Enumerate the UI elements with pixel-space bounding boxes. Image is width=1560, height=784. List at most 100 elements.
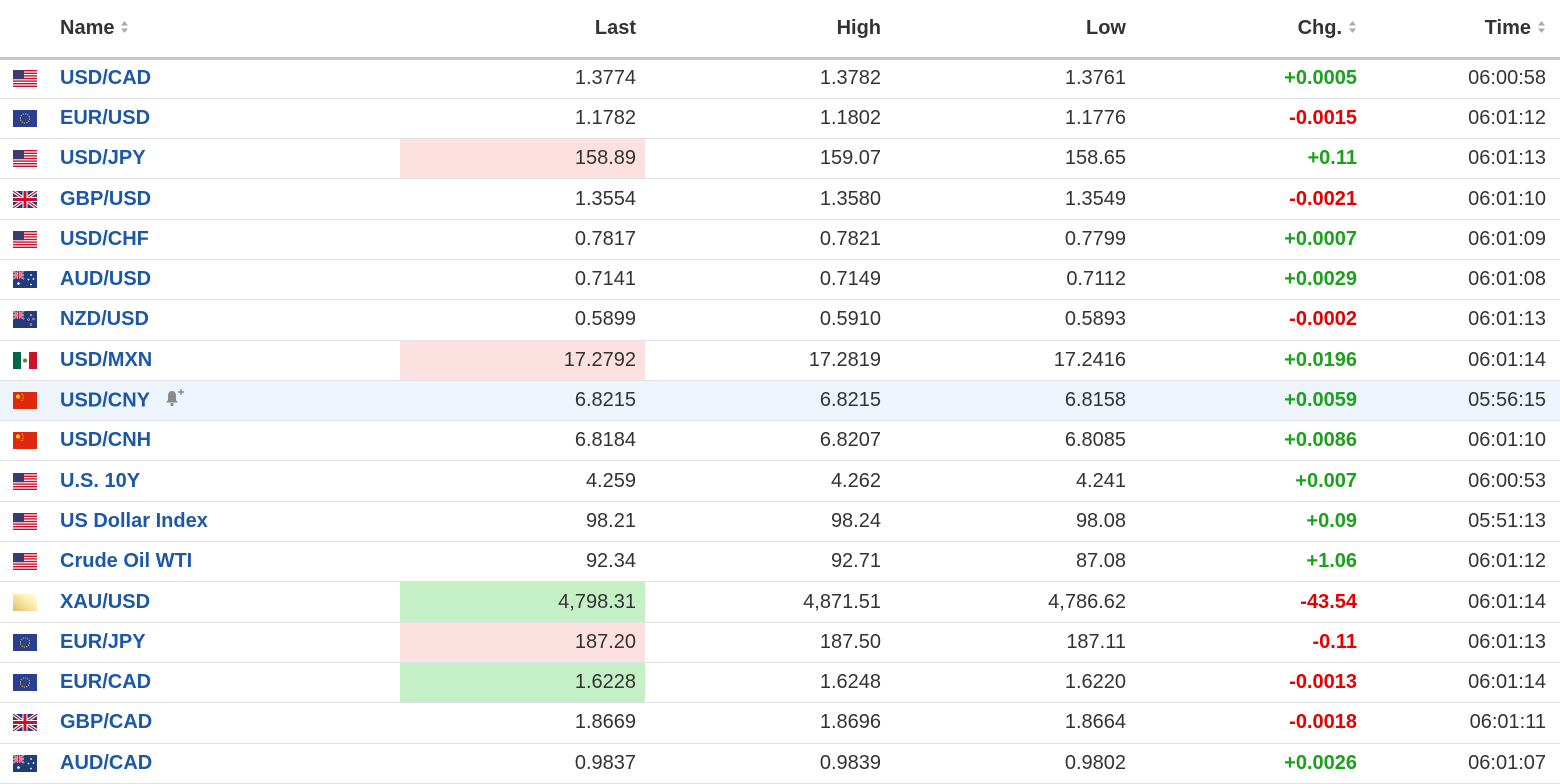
name-column-header[interactable]: Name	[50, 0, 400, 58]
name-cell: EUR/CAD	[50, 662, 400, 702]
instrument-link[interactable]: USD/MXN	[60, 348, 153, 371]
last-cell: 1.3774	[574, 67, 636, 90]
table-row[interactable]: AUD/USD 0.7141 0.7149 0.7112 +0.0029 06:01:08	[0, 259, 1560, 300]
table-row[interactable]: USD/MXN 17.2792 17.2819 17.2416 +0.0196 06:01…	[0, 340, 1560, 381]
chg-cell: +0.09	[1306, 509, 1357, 532]
instrument-link[interactable]: USD/CAD	[60, 67, 152, 90]
table-row[interactable]: USD/JPY 158.89 159.07 158.65 +0.11 06:01:13	[0, 138, 1560, 179]
us-flag-icon	[13, 472, 37, 490]
last-cell: 6.8215	[574, 389, 636, 412]
table-row[interactable]: US Dollar Index 98.21 98.24 98.08 +0.09 05:51…	[0, 501, 1560, 542]
high-cell: 98.24	[830, 509, 881, 532]
table-row[interactable]: AUD/CAD 0.9837 0.9839 0.9802 +0.0026 06:01:07	[0, 743, 1560, 784]
time-cell: 06:01:08	[1468, 268, 1546, 291]
flag-cell	[0, 179, 50, 219]
flag-cell	[0, 461, 50, 501]
instrument-link[interactable]: NZD/USD	[60, 308, 149, 331]
instrument-link[interactable]: USD/CHF	[60, 227, 149, 250]
instrument-link[interactable]: XAU/USD	[60, 590, 151, 613]
high-cell: 4.262	[830, 469, 881, 492]
table-row[interactable]: USD/CHF 0.7817 0.7821 0.7799 +0.0007 06:01:09	[0, 219, 1560, 260]
sort-icon[interactable]	[1537, 17, 1546, 40]
low-cell: 1.8664	[1064, 711, 1126, 734]
last-cell: 98.21	[585, 509, 636, 532]
last-cell: 1.1782	[574, 106, 636, 129]
au-flag-icon	[12, 270, 37, 289]
high-cell: 6.8215	[819, 389, 881, 412]
time-cell: 06:01:10	[1468, 429, 1546, 452]
name-cell: USD/CNY	[50, 380, 400, 420]
table-row[interactable]: EUR/USD 1.1782 1.1802 1.1776 -0.0015 06:01:12	[0, 98, 1560, 139]
last-cell: 187.20	[400, 622, 645, 663]
instrument-link[interactable]: EUR/CAD	[60, 671, 152, 694]
flag-cell	[0, 259, 50, 299]
sort-icon[interactable]	[1348, 17, 1357, 40]
instrument-link[interactable]: U.S. 10Y	[60, 469, 141, 492]
high-cell: 0.7821	[819, 227, 881, 250]
table-row[interactable]: USD/CNH 6.8184 6.8207 6.8085 +0.0086 06:01:10	[0, 421, 1560, 461]
table-row[interactable]: GBP/CAD 1.8669 1.8696 1.8664 -0.0018 06:01:11	[0, 703, 1560, 744]
table-row[interactable]: NZD/USD 0.5899 0.5910 0.5893 -0.0002 06:01:13	[0, 300, 1560, 341]
flag-cell	[0, 622, 50, 662]
flag-cell	[0, 98, 50, 138]
name-cell: US Dollar Index	[50, 501, 400, 541]
high-cell: 1.6248	[819, 671, 881, 694]
instrument-link[interactable]: AUD/USD	[60, 268, 152, 291]
instrument-link[interactable]: USD/CNY	[60, 388, 151, 411]
high-column-header: High	[836, 16, 881, 39]
flag-cell	[0, 501, 50, 541]
high-cell: 0.7149	[819, 268, 881, 291]
eu-flag-icon	[13, 109, 37, 127]
table-row[interactable]: USD/CAD 1.3774 1.3782 1.3761 +0.0005 06:00:58	[0, 58, 1560, 99]
chg-cell: +0.0086	[1284, 429, 1357, 452]
add-alert-bell-icon[interactable]	[164, 388, 186, 414]
instrument-link[interactable]: EUR/USD	[60, 106, 151, 129]
name-cell: Crude Oil WTI	[50, 542, 400, 582]
sort-icon[interactable]	[120, 17, 129, 40]
instrument-link[interactable]: US Dollar Index	[60, 509, 208, 532]
instrument-link[interactable]: EUR/JPY	[60, 630, 146, 653]
last-cell: 4.259	[585, 469, 636, 492]
name-cell: U.S. 10Y	[50, 461, 400, 501]
us-flag-icon	[13, 553, 37, 571]
low-cell: 1.6220	[1064, 671, 1126, 694]
chg-cell: +0.0059	[1284, 389, 1357, 412]
table-row[interactable]: EUR/JPY 187.20 187.50 187.11 -0.11 06:01:13	[0, 622, 1560, 663]
high-cell: 1.8696	[819, 711, 881, 734]
flag-cell	[0, 300, 50, 340]
flag-cell	[0, 219, 50, 259]
time-cell: 05:56:15	[1468, 389, 1546, 412]
nz-flag-icon	[12, 310, 37, 329]
instrument-link[interactable]: USD/JPY	[60, 147, 146, 170]
time-column-header[interactable]: Time	[1366, 0, 1560, 58]
instrument-link[interactable]: Crude Oil WTI	[60, 550, 193, 573]
low-cell: 0.5893	[1064, 308, 1126, 331]
flag-cell	[0, 380, 50, 420]
name-cell: USD/JPY	[50, 139, 400, 179]
high-cell: 159.07	[819, 147, 881, 170]
instrument-link[interactable]: GBP/USD	[60, 187, 152, 210]
table-row[interactable]: U.S. 10Y 4.259 4.262 4.241 +0.007 06:00:53	[0, 461, 1560, 502]
time-cell: 06:01:09	[1468, 227, 1546, 250]
name-cell: USD/CHF	[50, 219, 400, 259]
low-cell: 0.9802	[1064, 751, 1126, 774]
table-row[interactable]: GBP/USD 1.3554 1.3580 1.3549 -0.0021 06:01:10	[0, 179, 1560, 220]
chg-cell: +0.0196	[1284, 348, 1357, 371]
au-flag-icon	[12, 754, 37, 772]
chg-column-header[interactable]: Chg.	[1135, 0, 1366, 58]
instrument-link[interactable]: AUD/CAD	[60, 751, 153, 774]
instrument-link[interactable]: USD/CNH	[60, 429, 152, 452]
flag-cell	[0, 340, 50, 380]
time-cell: 06:01:12	[1468, 106, 1546, 129]
flag-cell	[0, 662, 50, 702]
table-row[interactable]: Crude Oil WTI 92.34 92.71 87.08 +1.06 06:01:1…	[0, 542, 1560, 582]
eu-flag-icon	[13, 674, 37, 692]
high-cell: 0.5910	[819, 308, 881, 331]
table-row[interactable]: USD/CNY 6.8215 6.8215 6.8158 +0.0059 05:56:15	[0, 380, 1560, 421]
table-row[interactable]: XAU/USD 4,798.31 4,871.51 4,786.62 -43.54 06:…	[0, 581, 1560, 623]
time-cell: 06:01:13	[1468, 630, 1546, 653]
instrument-link[interactable]: GBP/CAD	[60, 711, 153, 734]
flag-cell	[0, 421, 50, 461]
table-row[interactable]: EUR/CAD 1.6228 1.6248 1.6220 -0.0013 06:01:14	[0, 662, 1560, 703]
last-cell: 1.8669	[574, 711, 636, 734]
